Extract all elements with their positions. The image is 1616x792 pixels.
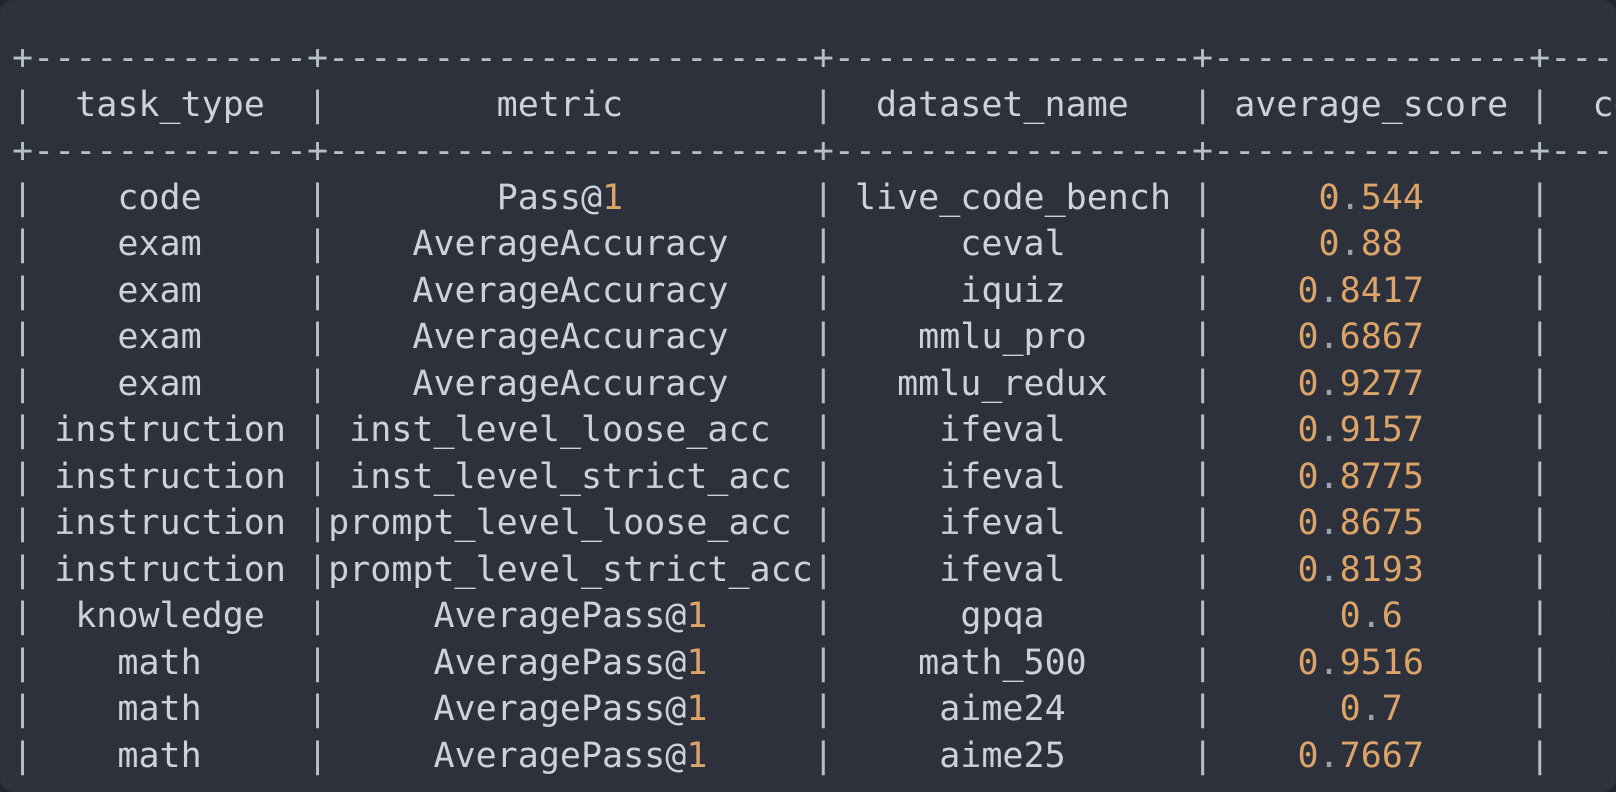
table-line: | exam | AverageAccuracy | iquiz | 0.841… [12,270,1616,311]
table-line: | instruction | inst_level_loose_acc | i… [12,410,1616,450]
table-line: | exam | AverageAccuracy | ceval | 0.88 … [12,224,1616,264]
table-line: | math | AveragePass@1 | math_500 | 0.95… [12,642,1616,683]
table-line: +-------------+-----------------------+-… [12,38,1616,78]
ascii-table: +-------------+-----------------------+-… [12,35,1616,792]
table-line: | code | Pass@1 | live_code_bench | 0.54… [12,177,1616,218]
table-line: | instruction | inst_level_strict_acc | … [12,456,1616,497]
table-line: | exam | AverageAccuracy | mmlu_redux | … [12,363,1616,404]
table-line: | instruction |prompt_level_strict_acc| … [12,549,1616,590]
table-line: | math | AveragePass@1 | aime24 | 0.7 | … [12,689,1616,729]
table-line: | knowledge | AveragePass@1 | gpqa | 0.6… [12,596,1616,636]
table-line: | instruction |prompt_level_loose_acc | … [12,503,1616,543]
table-line: +-------------+-----------------------+-… [12,131,1616,171]
table-line: +-------------+-----------------------+-… [12,779,1616,792]
table-line: | math | AveragePass@1 | aime25 | 0.7667… [12,735,1616,776]
table-line: | task_type | metric | dataset_name | av… [12,84,1616,125]
table-line: | exam | AverageAccuracy | mmlu_pro | 0.… [12,317,1616,357]
